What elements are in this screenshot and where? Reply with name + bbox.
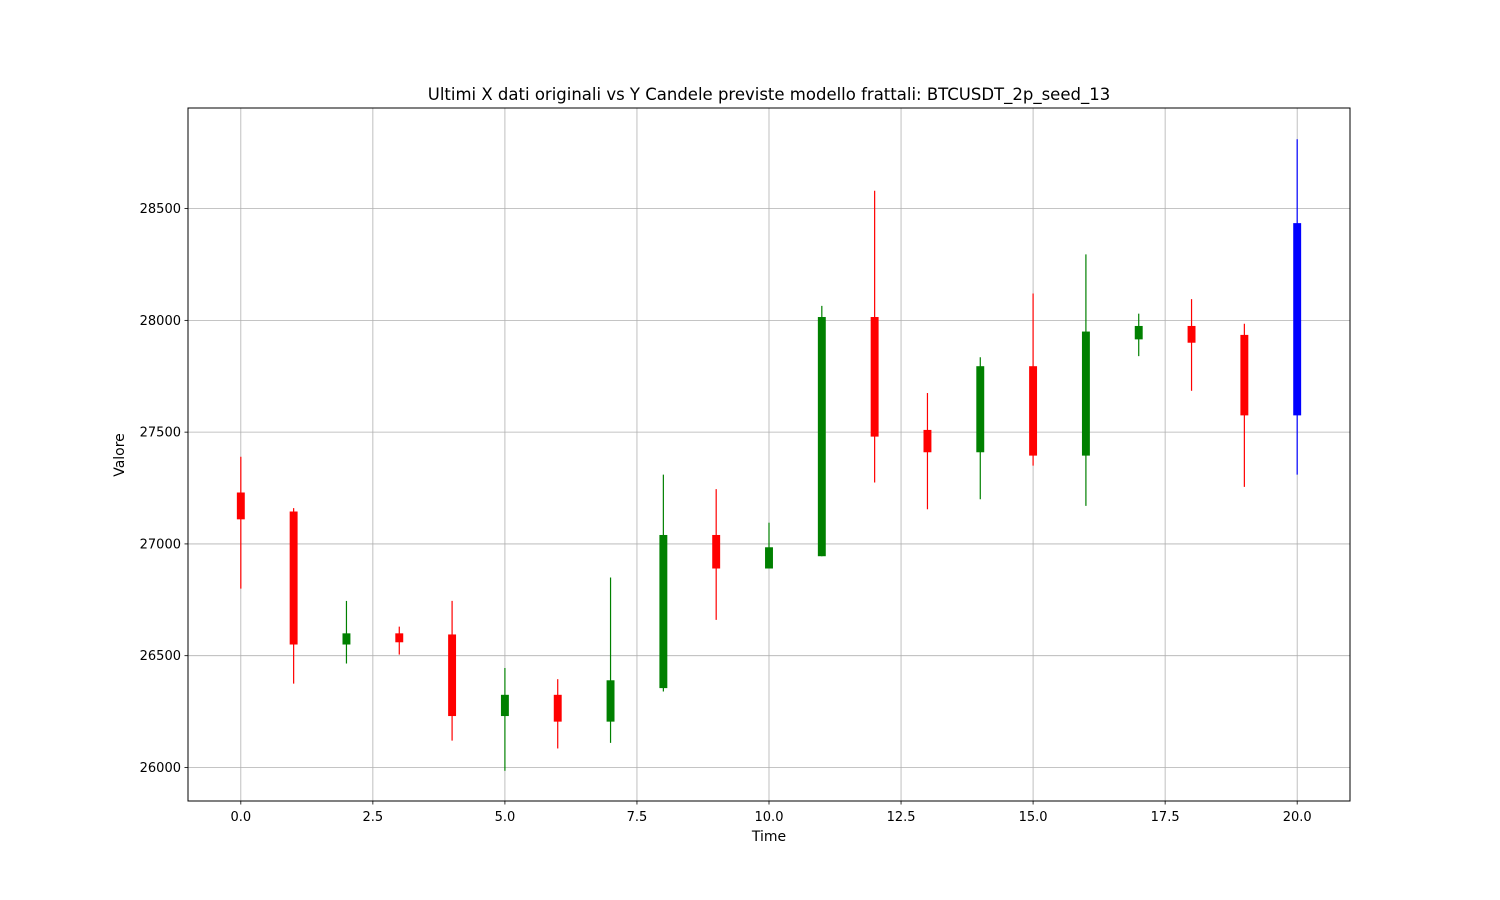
candle-12: [870, 190, 879, 483]
candle-body: [976, 366, 985, 453]
candle-body: [1081, 331, 1090, 456]
x-tick-label: 10.0: [755, 810, 784, 825]
candle-2: [342, 600, 351, 664]
x-tick-label: 15.0: [1019, 810, 1048, 825]
y-tick-label: 26000: [140, 761, 181, 776]
x-tick-label: 20.0: [1283, 810, 1312, 825]
candle-body: [342, 633, 351, 645]
candle-15: [1029, 293, 1038, 466]
candle-6: [553, 679, 562, 749]
candle-1: [289, 508, 298, 684]
candle-body: [500, 694, 509, 717]
candle-body: [1293, 223, 1302, 416]
candle-19: [1240, 323, 1249, 487]
candle-17: [1134, 313, 1143, 357]
candle-20: [1293, 139, 1302, 475]
y-tick-label: 27000: [140, 537, 181, 552]
candle-body: [395, 633, 404, 643]
candle-body: [923, 429, 932, 453]
candle-14: [976, 357, 985, 500]
candle-body: [1134, 325, 1143, 340]
x-tick-label: 0.0: [230, 810, 251, 825]
candle-body: [765, 547, 773, 569]
candle-body: [1029, 366, 1038, 456]
candle-8: [659, 474, 668, 692]
candle-body: [870, 317, 879, 437]
y-tick-label: 26500: [140, 649, 181, 664]
candle-0: [236, 456, 245, 589]
x-tick-label: 17.5: [1151, 810, 1180, 825]
candle-11: [817, 305, 826, 557]
candle-4: [448, 600, 457, 741]
ticks: 0.0 2.5 5.0 7.5 10.0 12.5 15.0 17.5 20.0 26000 265…: [140, 202, 1312, 825]
candles: [236, 139, 1302, 771]
x-axis-label: Time: [751, 829, 786, 845]
x-tick-label: 7.5: [627, 810, 648, 825]
x-tick-label: 2.5: [363, 810, 384, 825]
candle-body: [448, 634, 457, 717]
candle-body: [817, 317, 826, 557]
candle-16: [1081, 254, 1090, 506]
y-tick-label: 27500: [140, 426, 181, 441]
candle-5: [500, 667, 509, 771]
candle-3: [395, 626, 404, 655]
candle-body: [236, 492, 245, 520]
y-tick-label: 28500: [140, 202, 181, 217]
x-tick-label: 12.5: [887, 810, 916, 825]
candle-10: [765, 522, 773, 569]
y-axis-label: Valore: [112, 433, 128, 477]
candle-body: [712, 534, 721, 569]
candle-9: [712, 489, 721, 620]
candle-body: [659, 534, 668, 689]
candle-body: [553, 694, 562, 722]
grid: [188, 108, 1350, 801]
candle-body: [606, 680, 615, 722]
candle-13: [923, 393, 932, 510]
x-tick-label: 5.0: [495, 810, 516, 825]
candle-body: [1187, 325, 1196, 343]
chart-title: Ultimi X dati originali vs Y Candele pre…: [428, 85, 1110, 105]
candle-body: [289, 511, 298, 645]
y-tick-label: 28000: [140, 314, 181, 329]
candle-7: [606, 577, 615, 743]
candle-18: [1187, 299, 1196, 391]
candle-body: [1240, 334, 1249, 416]
